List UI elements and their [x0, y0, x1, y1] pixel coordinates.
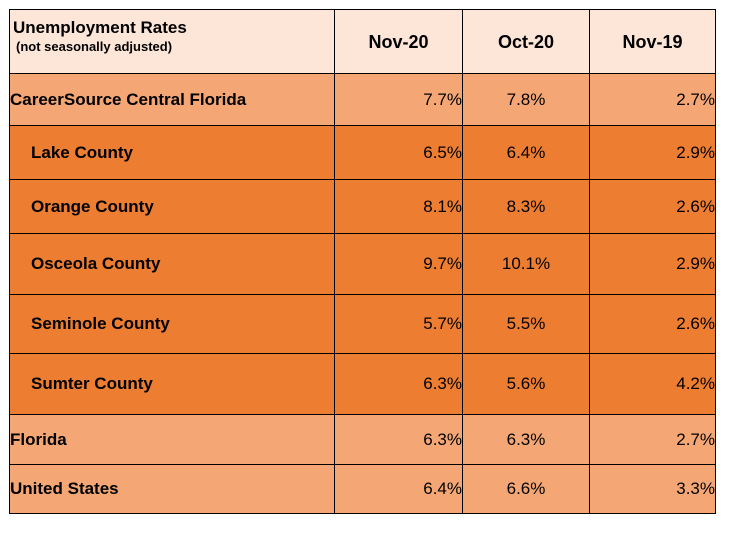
column-header-nov-19: Nov-19 [589, 9, 716, 74]
value-nov-20: 7.7% [334, 73, 463, 126]
unemployment-rates-table: Unemployment Rates (not seasonally adjus… [9, 9, 716, 514]
value-oct-20: 7.8% [462, 73, 590, 126]
table-row-seminole-county: Seminole County 5.7% 5.5% 2.6% [9, 294, 716, 354]
table-row-careersource-central-florida: CareerSource Central Florida 7.7% 7.8% 2… [9, 73, 716, 126]
value-oct-20: 6.3% [462, 414, 590, 465]
value-nov-20: 9.7% [334, 233, 463, 295]
value-nov-19: 2.6% [589, 179, 716, 234]
value-oct-20: 8.3% [462, 179, 590, 234]
value-nov-20: 5.7% [334, 294, 463, 354]
column-header-oct-20: Oct-20 [462, 9, 590, 74]
table-subtitle: (not seasonally adjusted) [16, 39, 173, 54]
value-oct-20: 6.4% [462, 125, 590, 180]
table-row-united-states: United States 6.4% 6.6% 3.3% [9, 464, 716, 514]
value-oct-20: 6.6% [462, 464, 590, 514]
row-label: Osceola County [9, 233, 335, 295]
row-label: Lake County [9, 125, 335, 180]
value-nov-19: 2.7% [589, 73, 716, 126]
table-row-sumter-county: Sumter County 6.3% 5.6% 4.2% [9, 353, 716, 415]
table-header-row: Unemployment Rates (not seasonally adjus… [9, 9, 716, 74]
row-label: Orange County [9, 179, 335, 234]
value-nov-19: 2.9% [589, 125, 716, 180]
value-nov-19: 3.3% [589, 464, 716, 514]
table-row-lake-county: Lake County 6.5% 6.4% 2.9% [9, 125, 716, 180]
value-nov-19: 4.2% [589, 353, 716, 415]
value-oct-20: 5.6% [462, 353, 590, 415]
row-label: Sumter County [9, 353, 335, 415]
table-title: Unemployment Rates [13, 18, 187, 37]
table-row-osceola-county: Osceola County 9.7% 10.1% 2.9% [9, 233, 716, 295]
value-nov-20: 6.3% [334, 414, 463, 465]
table-row-orange-county: Orange County 8.1% 8.3% 2.6% [9, 179, 716, 234]
table-row-florida: Florida 6.3% 6.3% 2.7% [9, 414, 716, 465]
value-nov-20: 6.4% [334, 464, 463, 514]
value-nov-19: 2.7% [589, 414, 716, 465]
value-nov-20: 6.3% [334, 353, 463, 415]
value-nov-19: 2.6% [589, 294, 716, 354]
value-oct-20: 10.1% [462, 233, 590, 295]
row-label: CareerSource Central Florida [9, 73, 335, 126]
value-oct-20: 5.5% [462, 294, 590, 354]
table-title-cell: Unemployment Rates (not seasonally adjus… [9, 9, 335, 74]
value-nov-19: 2.9% [589, 233, 716, 295]
row-label: Florida [9, 414, 335, 465]
column-header-nov-20: Nov-20 [334, 9, 463, 74]
row-label: United States [9, 464, 335, 514]
value-nov-20: 8.1% [334, 179, 463, 234]
value-nov-20: 6.5% [334, 125, 463, 180]
row-label: Seminole County [9, 294, 335, 354]
